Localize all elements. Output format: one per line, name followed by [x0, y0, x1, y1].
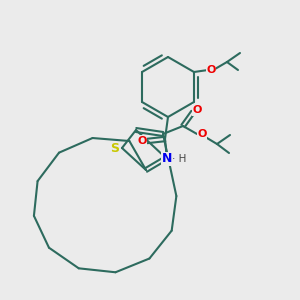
Text: O: O	[192, 105, 202, 115]
Text: O: O	[206, 65, 216, 75]
Text: N: N	[162, 152, 172, 166]
Text: O: O	[197, 129, 207, 139]
Text: S: S	[110, 142, 119, 155]
Text: · H: · H	[172, 154, 186, 164]
Text: O: O	[137, 136, 147, 146]
